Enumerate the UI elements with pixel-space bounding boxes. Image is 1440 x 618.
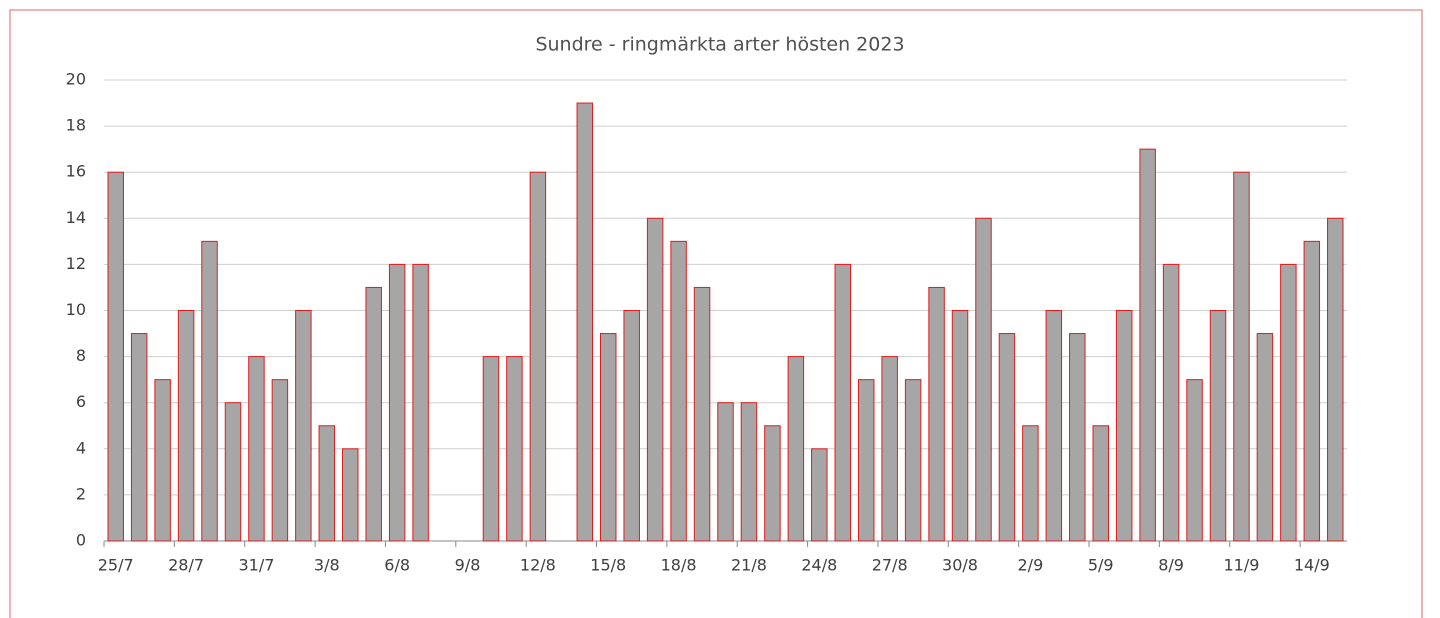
x-tick-label: 12/8	[520, 556, 556, 575]
x-tick-label: 8/9	[1158, 556, 1184, 575]
x-tick-label: 28/7	[168, 556, 204, 575]
bar	[1233, 171, 1250, 542]
x-tick-label: 11/9	[1223, 556, 1259, 575]
bar	[201, 240, 218, 542]
bar	[1209, 310, 1227, 542]
bar	[670, 240, 687, 542]
bar	[787, 356, 805, 542]
y-tick-label: 16	[66, 162, 86, 181]
bar	[318, 425, 336, 542]
y-tick-label: 10	[66, 300, 86, 319]
bar	[342, 448, 359, 542]
bar	[811, 448, 828, 542]
x-tick-label: 9/8	[455, 556, 481, 575]
chart-title: Sundre - ringmärkta arter hösten 2023	[535, 34, 904, 56]
x-tick-label: 25/7	[98, 556, 134, 575]
x-tick-label: 24/8	[801, 556, 837, 575]
x-tick-label: 18/8	[661, 556, 697, 575]
chart-frame	[9, 9, 1423, 618]
bar	[224, 402, 242, 542]
x-tick-label: 5/9	[1088, 556, 1114, 575]
bar	[904, 379, 922, 542]
bar	[1139, 148, 1156, 542]
bar	[717, 402, 734, 542]
x-tick-label: 30/8	[942, 556, 978, 575]
bar	[529, 171, 547, 542]
x-tick-label: 2/9	[1018, 556, 1044, 575]
bar	[1256, 333, 1274, 542]
bar	[154, 379, 171, 542]
bar	[1303, 240, 1321, 542]
bar	[482, 356, 500, 542]
bar	[1069, 333, 1086, 542]
y-tick-label: 8	[76, 346, 86, 365]
bar	[412, 263, 429, 542]
bar	[295, 310, 312, 542]
bar	[623, 310, 640, 542]
bar	[365, 286, 382, 542]
bar	[506, 356, 523, 542]
bar	[1115, 310, 1133, 542]
bar	[248, 356, 265, 542]
bar	[1022, 425, 1039, 542]
x-tick-label: 21/8	[731, 556, 767, 575]
bar	[1280, 263, 1297, 542]
y-tick-label: 4	[76, 438, 86, 457]
bar	[764, 425, 781, 542]
bar	[107, 171, 124, 542]
bar	[693, 286, 711, 542]
x-tick-label: 14/9	[1294, 556, 1330, 575]
bar	[928, 286, 945, 542]
x-tick-label: 15/8	[590, 556, 626, 575]
y-tick-label: 6	[76, 392, 86, 411]
bar	[1045, 310, 1063, 542]
bar	[975, 217, 992, 542]
x-tick-label: 27/8	[872, 556, 908, 575]
bar	[646, 217, 664, 542]
bar	[1327, 217, 1344, 542]
y-tick-label: 20	[66, 70, 86, 89]
bar	[130, 333, 148, 542]
x-tick-label: 31/7	[238, 556, 274, 575]
x-tick-label: 3/8	[314, 556, 340, 575]
y-tick-label: 18	[66, 116, 86, 135]
bar	[740, 402, 758, 542]
bar	[1162, 263, 1180, 542]
bar	[998, 333, 1016, 542]
bar	[271, 379, 289, 542]
bar	[599, 333, 617, 542]
bar	[177, 310, 195, 542]
x-tick-label: 6/8	[384, 556, 410, 575]
bar	[1092, 425, 1109, 542]
bar	[951, 310, 969, 542]
bar	[834, 263, 852, 542]
bar	[1186, 379, 1203, 542]
bar	[857, 379, 875, 542]
bar	[388, 263, 406, 542]
y-tick-label: 0	[76, 531, 86, 550]
y-tick-label: 12	[66, 254, 86, 273]
bar	[576, 102, 594, 542]
y-tick-label: 2	[76, 484, 86, 503]
y-tick-label: 14	[66, 208, 86, 227]
bar	[881, 356, 898, 542]
